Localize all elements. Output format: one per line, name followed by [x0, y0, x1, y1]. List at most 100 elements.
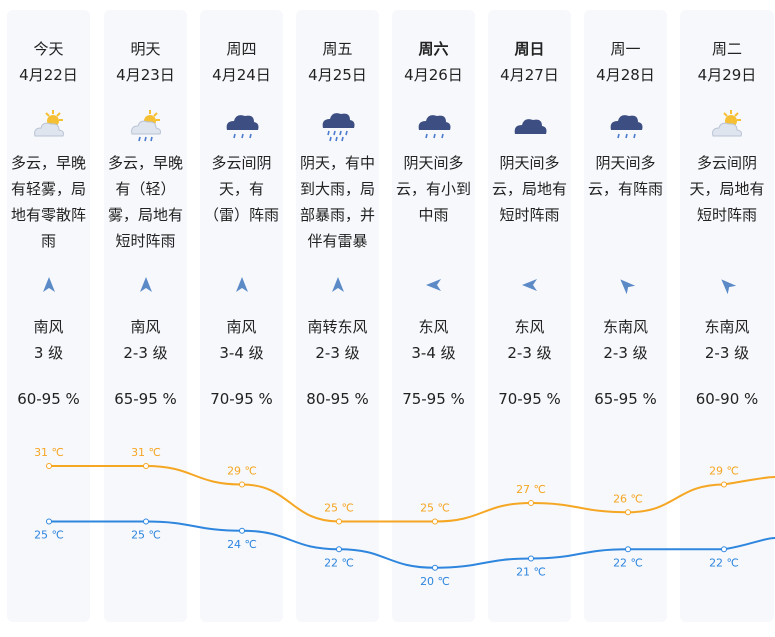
day-column[interactable]: 周日 4月27日 阴天间多云，局地有短时阵雨东风 2-3 级 70-95 % — [488, 10, 571, 622]
low-temp-point — [143, 518, 149, 525]
wind-direction: 南风 — [226, 318, 257, 336]
low-temp-point — [432, 564, 438, 571]
day-column[interactable]: 周四 4月24日 多云间阴天，有（雷）阵雨 南风 3-4 级 70-95 % — [200, 10, 283, 622]
day-label: 周二 — [711, 40, 742, 58]
weather-description: 阴天间多云，有阵雨 — [588, 154, 664, 198]
wind-arrow-icon — [617, 276, 635, 296]
humidity: 70-95 % — [498, 390, 561, 408]
low-temp-point — [239, 527, 245, 534]
wind-direction: 南风 — [130, 318, 161, 336]
weather-icon-wrap — [200, 108, 283, 142]
weather-icon-wrap — [7, 108, 90, 142]
weather-icon-wrap — [392, 108, 475, 142]
wind-level: 3-4 级 — [219, 344, 264, 362]
high-temp-point — [528, 500, 534, 506]
low-temp-point — [46, 518, 52, 525]
wind-icon-wrap — [584, 276, 667, 296]
weather-icon-wrap — [680, 108, 774, 142]
day-label: 周六 — [418, 40, 449, 58]
rain-icon — [414, 108, 454, 142]
high-temp-label: 26 ℃ — [613, 492, 643, 505]
high-temp-point — [625, 509, 631, 516]
weather-icon-wrap — [104, 108, 187, 142]
day-column[interactable]: 明天 4月23日 多云，早晚有（轻）雾，局地有短时阵雨 南风 2-3 级 65-95 % — [104, 10, 187, 622]
day-column[interactable]: 周一 4月28日 阴天间多云，有阵雨东南风 2-3 级 65-95 % — [584, 10, 667, 622]
wind-level: 2-3 级 — [603, 344, 648, 362]
wind-arrow-icon — [718, 276, 737, 296]
partly-cloudy-icon — [29, 108, 69, 142]
humidity: 75-95 % — [402, 390, 465, 408]
weather-icon-wrap — [488, 108, 571, 142]
date-label: 4月24日 — [212, 66, 271, 84]
day-column[interactable]: 周五 4月25日 阴天，有中到大雨，局部暴雨，并伴有雷暴 南转东风 2-3 级 80-9… — [296, 10, 379, 622]
wind-arrow-icon — [425, 276, 443, 296]
wind-level: 3 级 — [33, 344, 64, 362]
partly-cloudy-rain-icon — [126, 108, 166, 142]
weather-description: 阴天，有中到大雨，局部暴雨，并伴有雷暴 — [300, 154, 376, 250]
day-label: 周日 — [514, 40, 545, 58]
low-temp-label: 20 ℃ — [420, 575, 450, 588]
wind-arrow-icon — [40, 276, 58, 296]
weather-description: 多云，早晚有（轻）雾，局地有短时阵雨 — [108, 154, 184, 250]
date-label: 4月25日 — [308, 66, 367, 84]
low-temp-point — [336, 546, 342, 553]
wind-icon-wrap — [680, 276, 774, 296]
high-temp-point — [721, 481, 727, 488]
humidity: 65-95 % — [594, 390, 657, 408]
high-temp-label: 29 ℃ — [227, 465, 257, 478]
low-temp-label: 22 ℃ — [709, 556, 739, 569]
date-label: 4月27日 — [500, 66, 559, 84]
wind-level: 3-4 级 — [411, 344, 456, 362]
low-temp-label: 21 ℃ — [516, 566, 546, 579]
humidity: 60-95 % — [17, 390, 80, 408]
partly-cloudy-icon — [707, 108, 747, 142]
wind-icon-wrap — [392, 276, 475, 296]
day-label: 周四 — [226, 40, 257, 58]
date-label: 4月28日 — [596, 66, 655, 84]
weather-description: 阴天间多云，局地有短时阵雨 — [492, 154, 568, 224]
humidity: 65-95 % — [114, 390, 177, 408]
wind-direction: 南转东风 — [307, 318, 368, 336]
wind-icon-wrap — [200, 276, 283, 296]
wind-direction: 东南风 — [602, 318, 648, 336]
low-temp-line — [49, 520, 775, 569]
day-label: 周五 — [322, 40, 353, 58]
date-label: 4月26日 — [404, 66, 463, 84]
weather-description: 多云间阴天，有（雷）阵雨 — [204, 154, 280, 224]
cloudy-icon — [510, 108, 550, 142]
humidity: 60-90 % — [695, 390, 759, 408]
weather-description: 多云，早晚有轻雾，局地有零散阵雨 — [11, 154, 87, 250]
high-temp-label: 25 ℃ — [420, 502, 450, 515]
low-temp-label: 25 ℃ — [131, 529, 161, 542]
temperature-chart: 31 ℃ 31 ℃ 29 ℃ 25 ℃ 25 ℃ 27 ℃ 26 ℃ 29 ℃ 25 ℃ 25 ℃… — [34, 446, 775, 588]
high-temp-label: 27 ℃ — [516, 483, 546, 496]
low-temp-label: 22 ℃ — [613, 556, 643, 569]
weather-icon-wrap — [296, 108, 379, 142]
high-temp-point — [239, 481, 245, 488]
wind-arrow-icon — [233, 276, 251, 296]
high-temp-label: 25 ℃ — [324, 502, 354, 515]
wind-icon-wrap — [7, 276, 90, 296]
date-label: 4月23日 — [116, 66, 175, 84]
high-temp-label: 31 ℃ — [34, 446, 64, 459]
wind-direction: 东风 — [514, 318, 545, 336]
heavy-rain-icon — [318, 108, 358, 142]
wind-arrow-icon — [521, 276, 539, 296]
wind-direction: 东风 — [418, 318, 449, 336]
date-label: 4月29日 — [697, 66, 757, 84]
high-temp-point — [432, 518, 438, 525]
wind-direction: 南风 — [33, 318, 64, 336]
wind-level: 2-3 级 — [123, 344, 168, 362]
wind-icon-wrap — [488, 276, 571, 296]
day-column[interactable]: 周二 4月29日 多云间阴天，局地有短时阵雨 东南风 2-3 级 60-90 % — [680, 10, 774, 622]
low-temp-point — [528, 555, 534, 562]
wind-icon-wrap — [104, 276, 187, 296]
wind-level: 2-3 级 — [507, 344, 552, 362]
wind-level: 2-3 级 — [704, 344, 750, 362]
wind-level: 2-3 级 — [315, 344, 360, 362]
high-temp-point — [336, 518, 342, 525]
date-label: 4月22日 — [19, 66, 78, 84]
high-temp-point — [46, 463, 52, 469]
day-label: 周一 — [610, 40, 641, 58]
high-temp-line — [49, 465, 775, 523]
